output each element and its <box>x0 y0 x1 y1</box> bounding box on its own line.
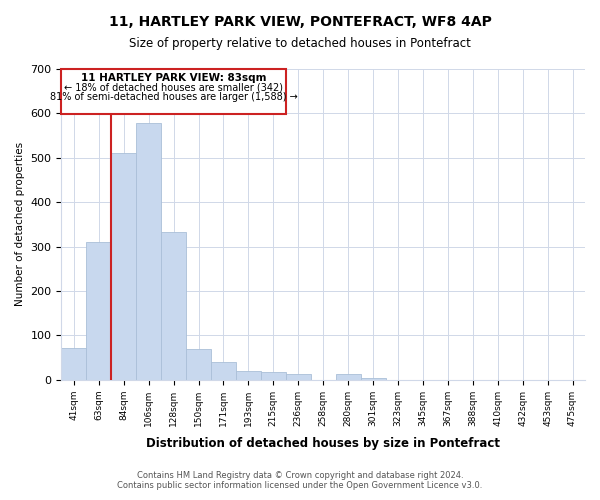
Text: 11 HARTLEY PARK VIEW: 83sqm: 11 HARTLEY PARK VIEW: 83sqm <box>81 73 266 83</box>
Bar <box>361 378 386 380</box>
Bar <box>111 154 136 380</box>
Bar <box>211 362 236 380</box>
Bar <box>136 123 161 380</box>
Text: Contains HM Land Registry data © Crown copyright and database right 2024.
Contai: Contains HM Land Registry data © Crown c… <box>118 470 482 490</box>
Bar <box>286 374 311 380</box>
Bar <box>236 371 261 380</box>
Y-axis label: Number of detached properties: Number of detached properties <box>15 142 25 306</box>
Text: 11, HARTLEY PARK VIEW, PONTEFRACT, WF8 4AP: 11, HARTLEY PARK VIEW, PONTEFRACT, WF8 4… <box>109 15 491 29</box>
Bar <box>261 372 286 380</box>
Bar <box>186 348 211 380</box>
Bar <box>86 242 111 380</box>
FancyBboxPatch shape <box>61 69 286 114</box>
X-axis label: Distribution of detached houses by size in Pontefract: Distribution of detached houses by size … <box>146 437 500 450</box>
Bar <box>61 348 86 380</box>
Bar <box>161 232 186 380</box>
Text: ← 18% of detached houses are smaller (342): ← 18% of detached houses are smaller (34… <box>64 82 283 92</box>
Bar <box>335 374 361 380</box>
Text: Size of property relative to detached houses in Pontefract: Size of property relative to detached ho… <box>129 38 471 51</box>
Text: 81% of semi-detached houses are larger (1,588) →: 81% of semi-detached houses are larger (… <box>50 92 298 102</box>
